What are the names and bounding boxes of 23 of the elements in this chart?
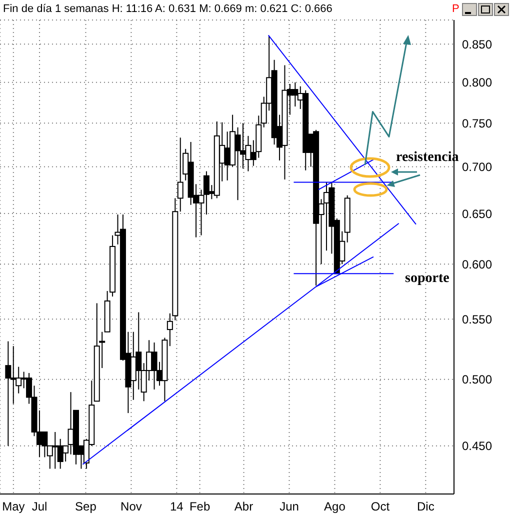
y-tick-label: 0.550 <box>462 312 492 326</box>
x-tick-label: Sep <box>75 500 97 514</box>
x-tick-label: Nov <box>120 500 142 514</box>
text: P <box>452 3 460 15</box>
x-tick-label: Dic <box>417 500 434 514</box>
y-tick-label: 0.750 <box>462 116 492 130</box>
x-tick-label: 14 <box>170 500 184 514</box>
y-tick-label: 0.850 <box>462 37 492 52</box>
x-tick-label: Ago <box>324 500 346 514</box>
x-tick-label: May <box>2 500 25 514</box>
y-tick-label: 0.650 <box>462 206 492 221</box>
x-tick-label: Jul <box>32 500 48 514</box>
y-tick-label: 0.500 <box>462 372 492 387</box>
y-tick-label: 0.700 <box>462 160 492 174</box>
x-tick-label: Jun <box>280 500 299 514</box>
x-tick-label: Abr <box>234 500 254 514</box>
x-tick-label: Oct <box>370 500 390 514</box>
x-tick-label: Feb <box>189 500 210 514</box>
chart-title: Fin de día 1 semanas H: 11:16 A: 0.631 M: 0.669 m: 0.621 C: 0.666 <box>3 3 332 15</box>
y-tick-label: 0.450 <box>462 439 492 454</box>
y-tick-label: 0.800 <box>462 76 492 90</box>
y-tick-label: 0.600 <box>462 257 492 272</box>
annotation: soporte <box>405 271 450 287</box>
